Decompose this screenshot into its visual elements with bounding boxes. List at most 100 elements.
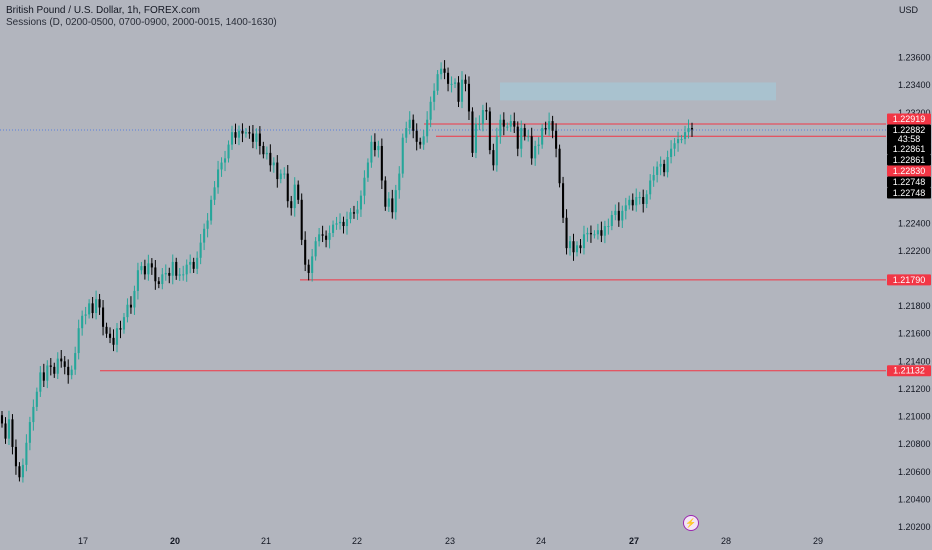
candle-body[interactable] [279, 173, 282, 180]
candle-body[interactable] [300, 199, 303, 240]
candle-body[interactable] [11, 419, 14, 447]
candle-body[interactable] [192, 261, 195, 269]
candle-body[interactable] [140, 266, 143, 271]
candle-body[interactable] [568, 241, 572, 249]
candle-body[interactable] [67, 366, 70, 376]
candle-body[interactable] [53, 366, 56, 374]
candle-body[interactable] [433, 90, 436, 102]
candle-body[interactable] [415, 130, 418, 142]
candle-body[interactable] [241, 130, 244, 134]
candle-body[interactable] [373, 141, 376, 151]
candle-body[interactable] [105, 326, 108, 334]
candle-body[interactable] [234, 132, 237, 138]
candle-body[interactable] [227, 144, 230, 159]
candle-body[interactable] [217, 169, 220, 188]
candle-body[interactable] [262, 145, 265, 155]
candle-body[interactable] [332, 224, 335, 233]
candle-body[interactable] [527, 136, 530, 138]
candle-body[interactable] [223, 158, 227, 163]
candle-body[interactable] [548, 121, 551, 130]
candle-body[interactable] [558, 148, 561, 184]
candle-body[interactable] [680, 139, 683, 141]
candle-body[interactable] [366, 162, 369, 178]
candle-body[interactable] [565, 217, 568, 249]
candle-body[interactable] [478, 123, 481, 125]
candle-body[interactable] [642, 197, 645, 204]
candle-body[interactable] [603, 226, 606, 236]
candle-body[interactable] [523, 128, 526, 137]
candle-body[interactable] [56, 358, 59, 374]
candle-body[interactable] [206, 220, 209, 229]
candle-body[interactable] [230, 132, 234, 145]
candle-body[interactable] [342, 221, 345, 227]
candle-body[interactable] [464, 79, 467, 84]
candle-body[interactable] [297, 184, 300, 200]
candle-body[interactable] [422, 136, 425, 145]
candle-body[interactable] [509, 121, 512, 127]
candle-body[interactable] [213, 187, 216, 200]
candle-body[interactable] [325, 235, 328, 240]
candle-body[interactable] [318, 234, 321, 242]
candle-body[interactable] [136, 270, 139, 291]
candle-body[interactable] [84, 314, 87, 316]
candle-body[interactable] [112, 337, 115, 345]
candle-body[interactable] [447, 72, 450, 84]
candle-body[interactable] [555, 130, 558, 149]
candle-body[interactable] [345, 219, 349, 227]
candle-body[interactable] [394, 190, 397, 213]
candle-body[interactable] [290, 201, 293, 209]
candle-body[interactable] [516, 126, 519, 149]
candle-body[interactable] [359, 195, 362, 210]
candle-body[interactable] [666, 157, 669, 173]
candle-body[interactable] [551, 121, 554, 131]
candle-body[interactable] [283, 173, 286, 175]
candle-body[interactable] [46, 365, 49, 381]
candle-body[interactable] [677, 139, 680, 144]
candle-body[interactable] [520, 128, 523, 149]
candle-body[interactable] [133, 290, 136, 308]
candle-body[interactable] [276, 162, 279, 180]
candle-body[interactable] [513, 121, 516, 127]
candle-body[interactable] [429, 101, 432, 120]
candle-body[interactable] [419, 141, 422, 145]
candle-body[interactable] [440, 68, 443, 75]
candle-body[interactable] [502, 119, 505, 127]
candle-body[interactable] [199, 242, 202, 258]
candle-body[interactable] [412, 119, 415, 131]
candle-body[interactable] [610, 214, 613, 227]
candle-body[interactable] [18, 466, 21, 478]
candle-body[interactable] [196, 257, 199, 269]
lightning-bolt-icon[interactable]: ⚡ [683, 515, 699, 531]
candle-body[interactable] [506, 126, 509, 128]
candle-body[interactable] [185, 264, 188, 275]
candle-body[interactable] [95, 299, 98, 314]
candle-body[interactable] [237, 130, 241, 138]
candle-body[interactable] [596, 230, 599, 235]
candle-body[interactable] [481, 110, 484, 124]
candle-body[interactable] [467, 83, 471, 112]
candle-body[interactable] [272, 162, 275, 166]
candle-body[interactable] [471, 111, 474, 153]
candle-body[interactable] [649, 180, 652, 195]
candle-body[interactable] [645, 194, 648, 204]
candle-body[interactable] [687, 128, 690, 133]
candle-body[interactable] [579, 245, 582, 249]
candle-body[interactable] [621, 210, 624, 221]
candle-body[interactable] [108, 333, 112, 338]
candle-body[interactable] [244, 132, 247, 134]
candle-body[interactable] [363, 177, 366, 196]
candle-body[interactable] [25, 442, 28, 465]
candle-body[interactable] [638, 197, 641, 199]
candle-body[interactable] [474, 123, 477, 153]
chart-title[interactable]: British Pound / U.S. Dollar, 1h, FOREX.c… [6, 5, 200, 16]
candle-body[interactable] [49, 365, 52, 367]
candle-body[interactable] [0, 415, 4, 424]
candle-body[interactable] [286, 173, 289, 202]
candle-body[interactable] [656, 166, 659, 175]
candle-body[interactable] [614, 210, 617, 215]
candle-body[interactable] [408, 119, 411, 129]
candle-body[interactable] [589, 232, 592, 235]
candle-body[interactable] [150, 263, 153, 268]
candle-body[interactable] [628, 199, 631, 206]
candle-body[interactable] [77, 328, 80, 354]
